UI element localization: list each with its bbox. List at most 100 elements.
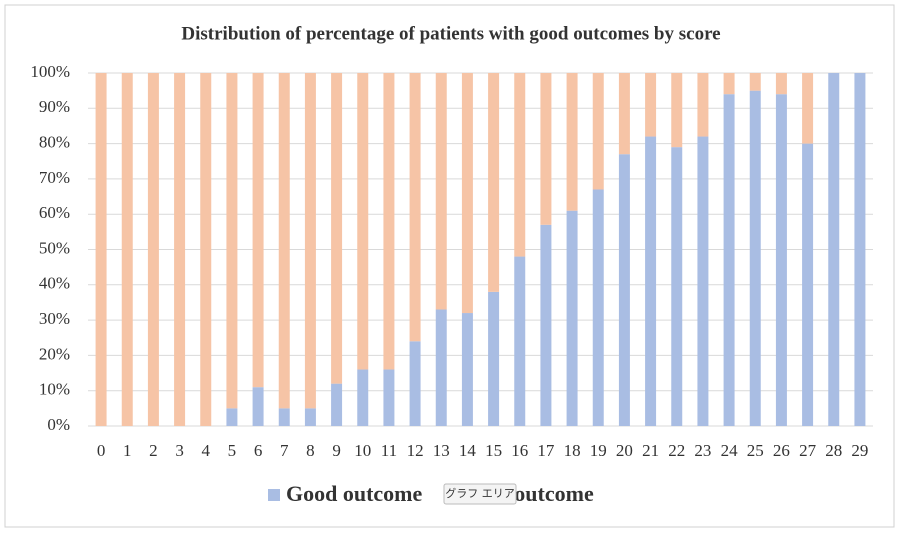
x-tick-label: 19 [590, 441, 607, 460]
y-tick-label: 70% [39, 168, 70, 187]
y-tick-label: 90% [39, 97, 70, 116]
x-tick-label: 15 [485, 441, 502, 460]
chart-title: Distribution of percentage of patients w… [181, 23, 720, 44]
x-tick-label: 8 [306, 441, 315, 460]
x-tick-label: 20 [616, 441, 633, 460]
bar-segment [566, 73, 578, 211]
legend-label: Good outcome [286, 481, 423, 506]
x-tick-label: 14 [459, 441, 477, 460]
bar-segment [775, 94, 787, 427]
x-tick-label: 28 [825, 441, 842, 460]
bar-segment [278, 408, 290, 426]
bar-segment [461, 73, 473, 314]
tooltip: グラフ エリア [443, 483, 517, 505]
bar-segment [409, 73, 421, 342]
y-tick-label: 60% [39, 203, 70, 222]
bar-segment [331, 73, 343, 384]
bar-segment [200, 73, 212, 426]
x-tick-label: 9 [332, 441, 341, 460]
bar-segment [697, 136, 709, 427]
bar-segment [461, 313, 473, 426]
x-tick-label: 26 [773, 441, 790, 460]
y-tick-label: 20% [39, 344, 70, 363]
y-tick-label: 40% [39, 274, 70, 293]
x-tick-label: 29 [851, 441, 868, 460]
bar-segment [592, 73, 604, 190]
bar-segment [409, 341, 421, 426]
bar-segment [121, 73, 133, 426]
x-tick-label: 27 [799, 441, 817, 460]
x-tick-label: 5 [228, 441, 237, 460]
bar-segment [723, 94, 735, 427]
y-tick-label: 10% [39, 380, 70, 399]
bar-segment [304, 73, 316, 409]
bar-segment [749, 73, 761, 91]
bar-segment [488, 73, 500, 292]
x-tick-label: 12 [407, 441, 424, 460]
bar-segment [802, 73, 814, 144]
bar-segment [514, 256, 526, 426]
bar-segment [331, 383, 343, 426]
bar-segment [226, 73, 238, 409]
bar-segment [671, 147, 683, 426]
bar-segment [226, 408, 238, 426]
x-tick-label: 21 [642, 441, 659, 460]
bar-segment [618, 154, 630, 426]
y-tick-label: 0% [47, 415, 70, 434]
bar-segment [435, 309, 447, 426]
x-tick-label: 10 [354, 441, 371, 460]
bar-segment [435, 73, 447, 310]
x-tick-label: 13 [433, 441, 450, 460]
x-tick-label: 22 [668, 441, 685, 460]
bar-segment [566, 210, 578, 426]
bar-segment [671, 73, 683, 148]
bar-segment [252, 387, 264, 426]
bar-segment [357, 73, 369, 370]
x-tick-label: 1 [123, 441, 132, 460]
x-tick-label: 0 [97, 441, 106, 460]
bar-segment [383, 73, 395, 370]
x-tick-label: 2 [149, 441, 158, 460]
bar-segment [488, 291, 500, 426]
y-tick-label: 50% [39, 238, 70, 257]
bar-segment [854, 73, 866, 426]
x-tick-label: 11 [381, 441, 397, 460]
bar-segment [147, 73, 159, 426]
bar-segment [174, 73, 186, 426]
bar-segment [645, 136, 657, 427]
bar-segment [618, 73, 630, 155]
bar-segment [514, 73, 526, 257]
x-tick-label: 18 [564, 441, 581, 460]
bar-segment [252, 73, 264, 388]
legend-swatch [268, 489, 280, 501]
bar-segment [540, 73, 552, 225]
y-tick-label: 30% [39, 309, 70, 328]
bar-segment [592, 189, 604, 426]
x-tick-label: 16 [511, 441, 528, 460]
bar-segment [802, 143, 814, 426]
x-tick-label: 23 [694, 441, 711, 460]
bar-segment [540, 224, 552, 426]
x-tick-label: 17 [537, 441, 555, 460]
bar-segment [95, 73, 107, 426]
bar-segment [645, 73, 657, 137]
bar-segment [697, 73, 709, 137]
bar-segment [357, 369, 369, 426]
legend-item: Good outcome [268, 481, 423, 506]
bar-segment [383, 369, 395, 426]
bar-segment [775, 73, 787, 95]
tooltip-box [443, 483, 517, 505]
bar-segment [749, 90, 761, 427]
bar-segment [278, 73, 290, 409]
x-tick-label: 25 [747, 441, 764, 460]
bar-segment [723, 73, 735, 95]
x-tick-label: 24 [721, 441, 739, 460]
x-tick-label: 4 [202, 441, 211, 460]
y-tick-label: 80% [39, 133, 70, 152]
x-tick-label: 7 [280, 441, 289, 460]
x-tick-label: 6 [254, 441, 263, 460]
bar-segment [304, 408, 316, 426]
y-tick-label: 100% [30, 62, 70, 81]
